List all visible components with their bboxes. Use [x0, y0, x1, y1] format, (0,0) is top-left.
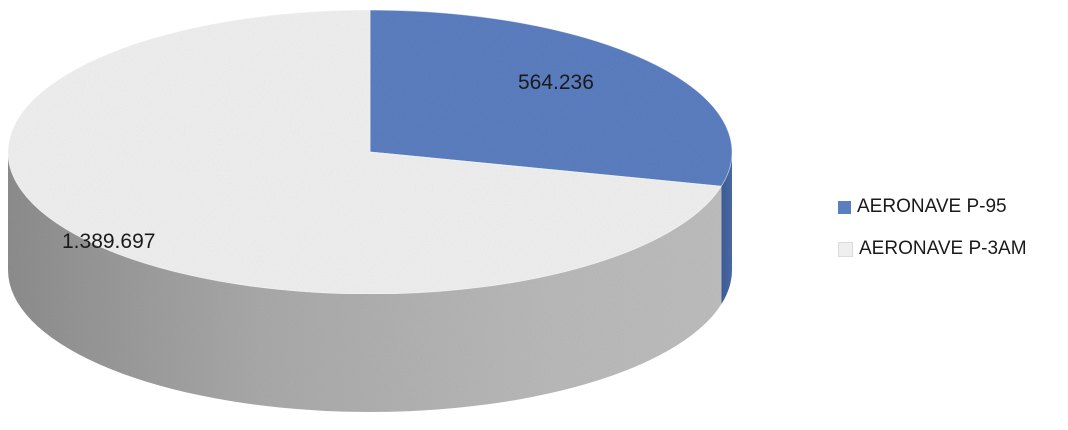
data-label-p95: 564.236: [518, 71, 594, 94]
pie-side-p3am: [8, 152, 722, 413]
legend-swatch-p3am: [838, 241, 853, 257]
pie-slice-p95: [369, 9, 733, 187]
legend-label-p3am: AERONAVE P-3AM: [859, 238, 1027, 259]
legend: AERONAVE P-95 AERONAVE P-3AM: [838, 186, 1063, 270]
pie-slice-p3am: [7, 9, 723, 295]
pie-side-p95: [721, 152, 732, 305]
legend-item-p3am: AERONAVE P-3AM: [838, 228, 1063, 270]
legend-item-p95: AERONAVE P-95: [838, 186, 1063, 228]
legend-swatch-p95: [838, 200, 851, 214]
data-label-p3am: 1.389.697: [62, 230, 155, 253]
legend-label-p95: AERONAVE P-95: [857, 196, 1007, 217]
